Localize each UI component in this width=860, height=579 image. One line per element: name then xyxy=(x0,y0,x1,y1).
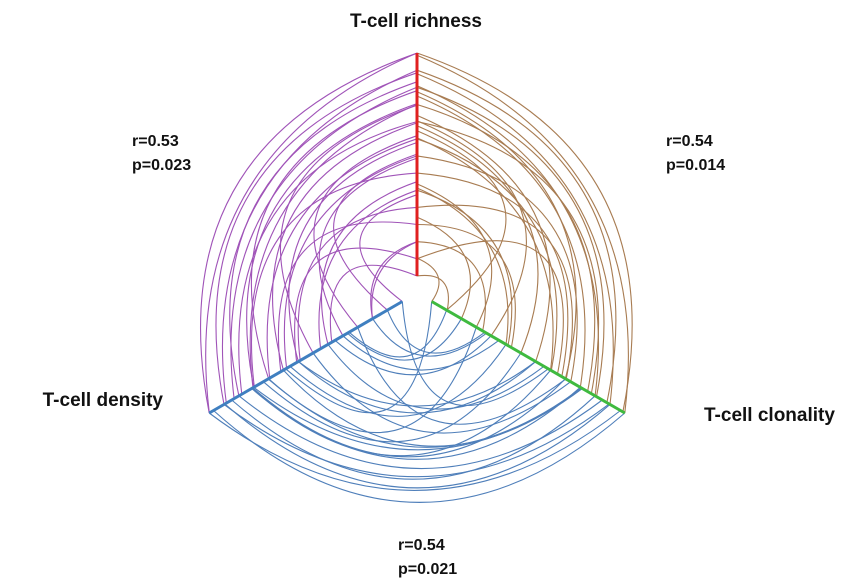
link-richness-density xyxy=(249,103,418,388)
link-density-richness xyxy=(199,52,418,414)
link-density-clonality xyxy=(208,410,621,491)
axes xyxy=(208,53,626,415)
link-clonality-density xyxy=(231,395,596,480)
stat-p-clonality-density: p=0.021 xyxy=(398,561,457,578)
link-richness-clonality xyxy=(416,204,573,380)
link-density-richness xyxy=(271,122,418,371)
stat-r-clonality-density: r=0.54 xyxy=(398,537,445,554)
link-density-clonality xyxy=(386,309,486,354)
link-clonality-richness xyxy=(416,95,586,388)
link-richness-clonality xyxy=(416,223,516,348)
link-richness-density xyxy=(230,86,418,399)
link-richness-density xyxy=(283,155,418,369)
link-richness-density xyxy=(371,241,418,319)
link-richness-clonality xyxy=(416,138,558,371)
link-clonality-density xyxy=(224,403,611,489)
link-richness-density xyxy=(294,247,418,363)
link-density-clonality xyxy=(312,352,572,434)
axis-clonality xyxy=(430,300,626,415)
link-clonality-richness xyxy=(416,114,551,362)
link-clonality-density xyxy=(297,361,537,414)
link-density-richness xyxy=(370,241,418,319)
link-density-richness xyxy=(313,135,418,328)
link-clonality-richness xyxy=(416,73,614,405)
link-richness-clonality xyxy=(416,172,569,377)
axis-label-density: T-cell density xyxy=(43,390,164,411)
link-richness-density xyxy=(250,172,418,387)
link-clonality-density xyxy=(289,344,507,417)
link-density-clonality xyxy=(401,301,549,406)
link-clonality-density xyxy=(213,410,626,503)
link-density-clonality xyxy=(297,361,537,407)
link-clonality-richness xyxy=(416,130,507,311)
axis-density xyxy=(208,300,404,415)
link-density-clonality xyxy=(357,327,567,425)
link-density-richness xyxy=(229,81,418,396)
link-clonality-density xyxy=(285,301,433,414)
link-clonality-richness xyxy=(416,183,493,328)
link-richness-density xyxy=(238,121,418,395)
stat-r-richness-clonality: r=0.54 xyxy=(666,133,713,150)
link-density-richness xyxy=(333,153,418,311)
link-density-richness xyxy=(288,141,418,362)
link-clonality-density xyxy=(334,335,492,376)
link-density-clonality xyxy=(253,386,583,451)
link-richness-density xyxy=(205,52,418,413)
link-richness-clonality xyxy=(416,52,633,413)
link-richness-clonality xyxy=(416,69,617,403)
link-richness-clonality xyxy=(416,86,605,397)
link-richness-density xyxy=(329,264,418,343)
link-richness-clonality xyxy=(416,103,596,392)
link-clonality-density xyxy=(347,318,462,361)
link-richness-density xyxy=(266,138,418,379)
link-richness-clonality xyxy=(416,241,486,332)
link-clonality-richness xyxy=(416,137,554,371)
link-density-clonality xyxy=(342,335,500,371)
link-density-richness xyxy=(215,72,418,405)
link-density-richness xyxy=(246,103,418,388)
link-clonality-richness xyxy=(416,54,629,414)
axis-label-clonality: T-cell clonality xyxy=(704,405,835,426)
link-clonality-density xyxy=(262,352,522,443)
link-richness-density xyxy=(318,189,418,349)
link-richness-density xyxy=(221,69,418,404)
link-density-clonality xyxy=(223,403,610,478)
link-density-richness xyxy=(318,157,418,337)
link-clonality-density xyxy=(252,378,566,458)
stat-p-richness-clonality: p=0.014 xyxy=(666,157,725,174)
link-clonality-density xyxy=(251,386,581,460)
link-richness-clonality xyxy=(416,155,578,382)
link-density-richness xyxy=(320,181,418,345)
stat-r-density-richness: r=0.53 xyxy=(132,133,179,150)
stat-p-density-richness: p=0.023 xyxy=(132,157,191,174)
link-density-clonality xyxy=(238,395,603,469)
link-richness-clonality xyxy=(416,189,513,346)
link-richness-density xyxy=(277,221,418,372)
connection-links xyxy=(199,52,633,503)
axis-label-richness: T-cell richness xyxy=(350,11,482,32)
link-clonality-richness xyxy=(416,216,471,319)
link-clonality-richness xyxy=(416,91,577,379)
link-clonality-richness xyxy=(416,125,539,354)
link-clonality-density xyxy=(348,309,448,358)
link-clonality-richness xyxy=(416,187,509,345)
link-richness-clonality xyxy=(416,274,449,311)
link-density-richness xyxy=(359,194,418,302)
link-clonality-richness xyxy=(416,257,440,302)
link-density-clonality xyxy=(268,378,582,448)
link-richness-density xyxy=(297,206,418,361)
link-clonality-richness xyxy=(416,85,599,396)
link-density-clonality xyxy=(327,344,545,410)
